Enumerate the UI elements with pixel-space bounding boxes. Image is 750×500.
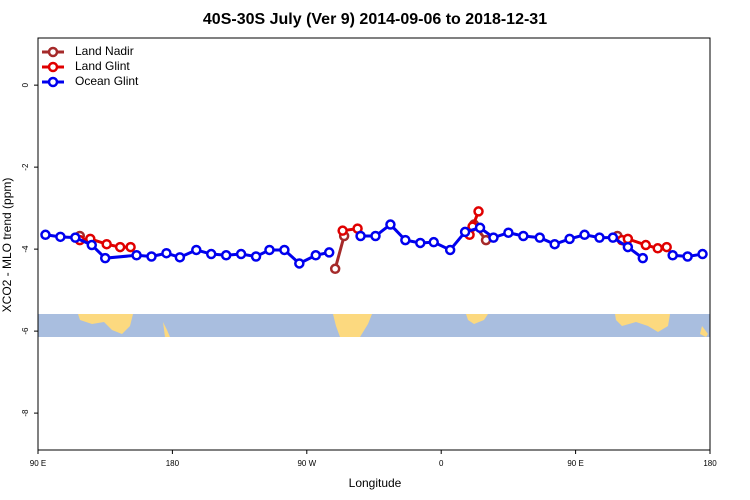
legend-label: Ocean Glint — [75, 74, 139, 88]
point — [220, 250, 232, 261]
point — [131, 250, 142, 261]
point — [337, 225, 348, 236]
point — [474, 222, 486, 234]
point — [279, 244, 290, 256]
x-axis-label: Longitude — [349, 476, 402, 490]
point — [310, 250, 322, 261]
point — [444, 244, 456, 256]
y-axis-label: XCO2 - MLO trend (ppm) — [0, 178, 14, 313]
point — [250, 251, 262, 262]
point — [400, 234, 411, 246]
point — [488, 232, 499, 243]
series-line — [79, 210, 667, 250]
x-tick-label: 90 W — [297, 459, 316, 468]
point — [607, 232, 619, 243]
series-line — [45, 222, 703, 266]
point — [415, 237, 426, 249]
point — [564, 233, 575, 245]
point — [622, 241, 634, 253]
point — [579, 229, 590, 241]
point — [99, 252, 111, 264]
point — [114, 241, 126, 253]
y-tick-label: -6 — [21, 327, 30, 335]
chart-title: 40S-30S July (Ver 9) 2014-09-06 to 2018-… — [203, 11, 547, 28]
legend-marker — [47, 76, 59, 88]
point — [622, 233, 634, 245]
point — [385, 219, 396, 230]
point — [191, 244, 202, 256]
point — [594, 232, 605, 243]
legend-label: Land Glint — [75, 59, 130, 73]
y-tick-label: -4 — [21, 245, 30, 253]
point — [518, 230, 529, 242]
point — [549, 238, 560, 250]
point — [125, 241, 136, 253]
legend-marker — [47, 61, 59, 73]
point — [652, 243, 663, 254]
y-tick-label: 0 — [21, 82, 30, 87]
point — [370, 230, 381, 242]
point — [70, 232, 81, 243]
point — [55, 231, 66, 243]
y-tick-label: -2 — [21, 163, 30, 171]
legend-label: Land Nadir — [75, 44, 134, 58]
point — [146, 251, 157, 262]
point — [697, 248, 708, 260]
point — [682, 251, 693, 262]
point — [101, 238, 112, 250]
point — [205, 248, 217, 260]
point — [161, 247, 172, 259]
point — [174, 252, 186, 263]
point — [86, 239, 98, 251]
y-tick-label: -8 — [21, 409, 30, 417]
x-tick-label: 90 E — [567, 459, 583, 468]
x-tick-label: 0 — [439, 459, 444, 468]
map-strip — [38, 314, 710, 337]
point — [534, 232, 546, 243]
point — [264, 244, 275, 256]
point — [323, 247, 335, 258]
point — [428, 236, 439, 248]
point — [235, 248, 247, 260]
point — [459, 226, 471, 238]
point — [329, 263, 341, 275]
point — [640, 239, 652, 251]
plot-frame — [37, 37, 711, 451]
point — [503, 227, 514, 238]
point — [294, 258, 305, 269]
point — [667, 250, 678, 261]
point — [355, 230, 366, 242]
point — [637, 252, 649, 264]
point — [40, 229, 51, 241]
point — [661, 241, 672, 253]
x-tick-label: 90 E — [30, 459, 46, 468]
x-tick-label: 180 — [703, 459, 717, 468]
point — [473, 206, 484, 217]
legend-marker — [47, 46, 59, 58]
x-tick-label: 180 — [166, 459, 180, 468]
